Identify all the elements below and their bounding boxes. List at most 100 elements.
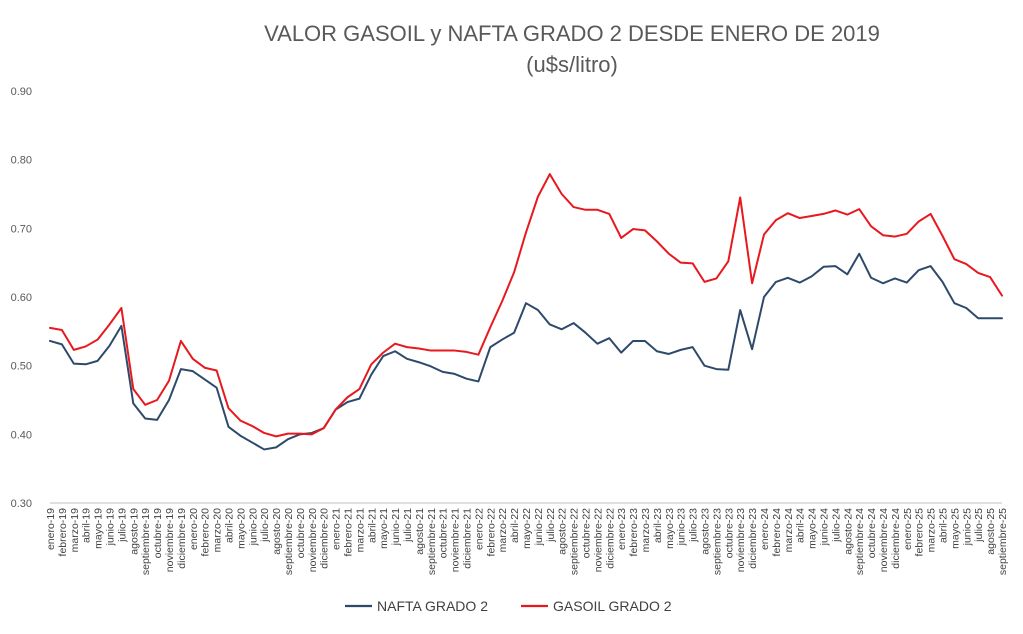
chart-subtitle: (u$s/litro) <box>526 52 618 77</box>
x-tick-label: febrero-23 <box>628 508 640 557</box>
x-tick-label: febrero-25 <box>914 508 926 557</box>
x-tick-label: noviembre-24 <box>878 508 890 572</box>
x-tick-label: marzo-25 <box>926 508 938 553</box>
x-tick-label: febrero-19 <box>57 508 69 557</box>
x-tick-label: febrero-24 <box>771 508 783 557</box>
x-tick-label: enero-22 <box>473 508 485 550</box>
x-tick-label: agosto-23 <box>700 508 712 555</box>
series-line-gasoil <box>49 173 1003 438</box>
x-tick-label: agosto-22 <box>557 508 569 555</box>
x-tick-label: marzo-22 <box>497 508 509 553</box>
x-tick-label: mayo-19 <box>93 508 105 549</box>
x-tick-label: diciembre-24 <box>890 508 902 569</box>
x-tick-label: abril-24 <box>795 508 807 543</box>
x-tick-label: junio-23 <box>676 508 688 547</box>
x-tick-label: julio-19 <box>116 508 128 543</box>
x-tick-label: marzo-20 <box>212 508 224 553</box>
x-tick-label: septiembre-20 <box>283 508 295 575</box>
x-tick-label: septiembre-22 <box>569 508 581 575</box>
x-tick-label: junio-25 <box>961 508 973 547</box>
x-tick-label: diciembre-21 <box>462 508 474 569</box>
legend-label-gasoil: GASOIL GRADO 2 <box>553 598 672 614</box>
y-axis: 0.30 0.40 0.50 0.60 0.70 0.80 0.90 <box>11 86 32 510</box>
y-tick-label: 0.50 <box>11 361 32 373</box>
x-tick-label: enero-25 <box>902 508 914 550</box>
x-tick-label: septiembre-25 <box>997 508 1009 575</box>
x-tick-label: marzo-21 <box>354 508 366 553</box>
legend-item-gasoil: GASOIL GRADO 2 <box>521 598 672 614</box>
y-tick-label: 0.30 <box>11 498 32 510</box>
x-tick-label: diciembre-19 <box>176 508 188 569</box>
legend-label-nafta: NAFTA GRADO 2 <box>377 598 488 614</box>
x-tick-label: marzo-23 <box>640 508 652 553</box>
x-tick-label: junio-24 <box>819 508 831 547</box>
series-line-nafta <box>49 252 1003 451</box>
x-tick-label: mayo-25 <box>949 508 961 549</box>
x-tick-label: junio-19 <box>105 508 117 547</box>
x-tick-label: mayo-24 <box>807 508 819 549</box>
x-tick-label: junio-20 <box>247 508 259 547</box>
x-tick-label: mayo-22 <box>521 508 533 549</box>
legend: NAFTA GRADO 2 GASOIL GRADO 2 <box>345 598 672 614</box>
x-tick-label: mayo-23 <box>664 508 676 549</box>
x-tick-label: septiembre-23 <box>711 508 723 575</box>
x-tick-label: noviembre-22 <box>592 508 604 572</box>
x-tick-label: marzo-24 <box>783 508 795 553</box>
x-tick-label: abril-19 <box>81 508 93 543</box>
x-tick-label: febrero-21 <box>343 508 355 557</box>
x-tick-label: agosto-25 <box>985 508 997 555</box>
x-tick-label: febrero-22 <box>485 508 497 557</box>
x-tick-label: enero-23 <box>616 508 628 550</box>
x-tick-label: julio-20 <box>259 508 271 543</box>
x-tick-label: diciembre-20 <box>319 508 331 569</box>
x-tick-label: enero-20 <box>188 508 200 550</box>
x-tick-label: julio-22 <box>545 508 557 543</box>
y-tick-label: 0.40 <box>11 429 32 441</box>
x-tick-label: enero-21 <box>331 508 343 550</box>
x-tick-label: enero-19 <box>45 508 57 550</box>
x-tick-label: agosto-20 <box>271 508 283 555</box>
x-tick-label: octubre-21 <box>438 508 450 558</box>
legend-item-nafta: NAFTA GRADO 2 <box>345 598 488 614</box>
x-tick-label: marzo-19 <box>69 508 81 553</box>
x-tick-label: octubre-23 <box>723 508 735 558</box>
chart-title: VALOR GASOIL y NAFTA GRADO 2 DESDE ENERO… <box>264 21 880 46</box>
x-tick-label: mayo-21 <box>378 508 390 549</box>
series-layer <box>49 173 1003 451</box>
x-tick-label: julio-24 <box>830 508 842 543</box>
x-tick-label: diciembre-22 <box>604 508 616 569</box>
x-tick-label: agosto-21 <box>414 508 426 555</box>
y-tick-label: 0.60 <box>11 292 32 304</box>
x-axis: enero-19 febrero-19 marzo-19 abril-19 mayo-1… <box>45 502 1009 575</box>
y-tick-label: 0.80 <box>11 155 32 167</box>
x-tick-label: diciembre-23 <box>747 508 759 569</box>
x-tick-label: noviembre-21 <box>450 508 462 572</box>
x-tick-label: septiembre-19 <box>140 508 152 575</box>
x-tick-label: abril-25 <box>938 508 950 543</box>
x-tick-label: agosto-19 <box>128 508 140 555</box>
x-tick-label: abril-22 <box>509 508 521 543</box>
x-tick-label: noviembre-19 <box>164 508 176 572</box>
x-tick-label: mayo-20 <box>235 508 247 549</box>
x-tick-label: julio-21 <box>402 508 414 543</box>
y-tick-label: 0.90 <box>11 86 32 98</box>
x-tick-label: abril-21 <box>366 508 378 543</box>
x-tick-label: octubre-24 <box>866 508 878 558</box>
x-tick-label: junio-22 <box>533 508 545 547</box>
x-tick-label: enero-24 <box>759 508 771 550</box>
x-tick-label: septiembre-21 <box>426 508 438 575</box>
x-tick-label: noviembre-23 <box>735 508 747 572</box>
x-tick-label: octubre-22 <box>581 508 593 558</box>
x-tick-label: noviembre-20 <box>307 508 319 572</box>
x-tick-label: abril-20 <box>224 508 236 543</box>
y-tick-label: 0.70 <box>11 223 32 235</box>
x-tick-label: junio-21 <box>390 508 402 547</box>
x-tick-label: febrero-20 <box>200 508 212 557</box>
x-tick-label: abril-23 <box>652 508 664 543</box>
x-tick-label: octubre-20 <box>295 508 307 558</box>
x-tick-label: octubre-19 <box>152 508 164 558</box>
x-tick-label: septiembre-24 <box>854 508 866 575</box>
x-tick-label: julio-25 <box>973 508 985 543</box>
